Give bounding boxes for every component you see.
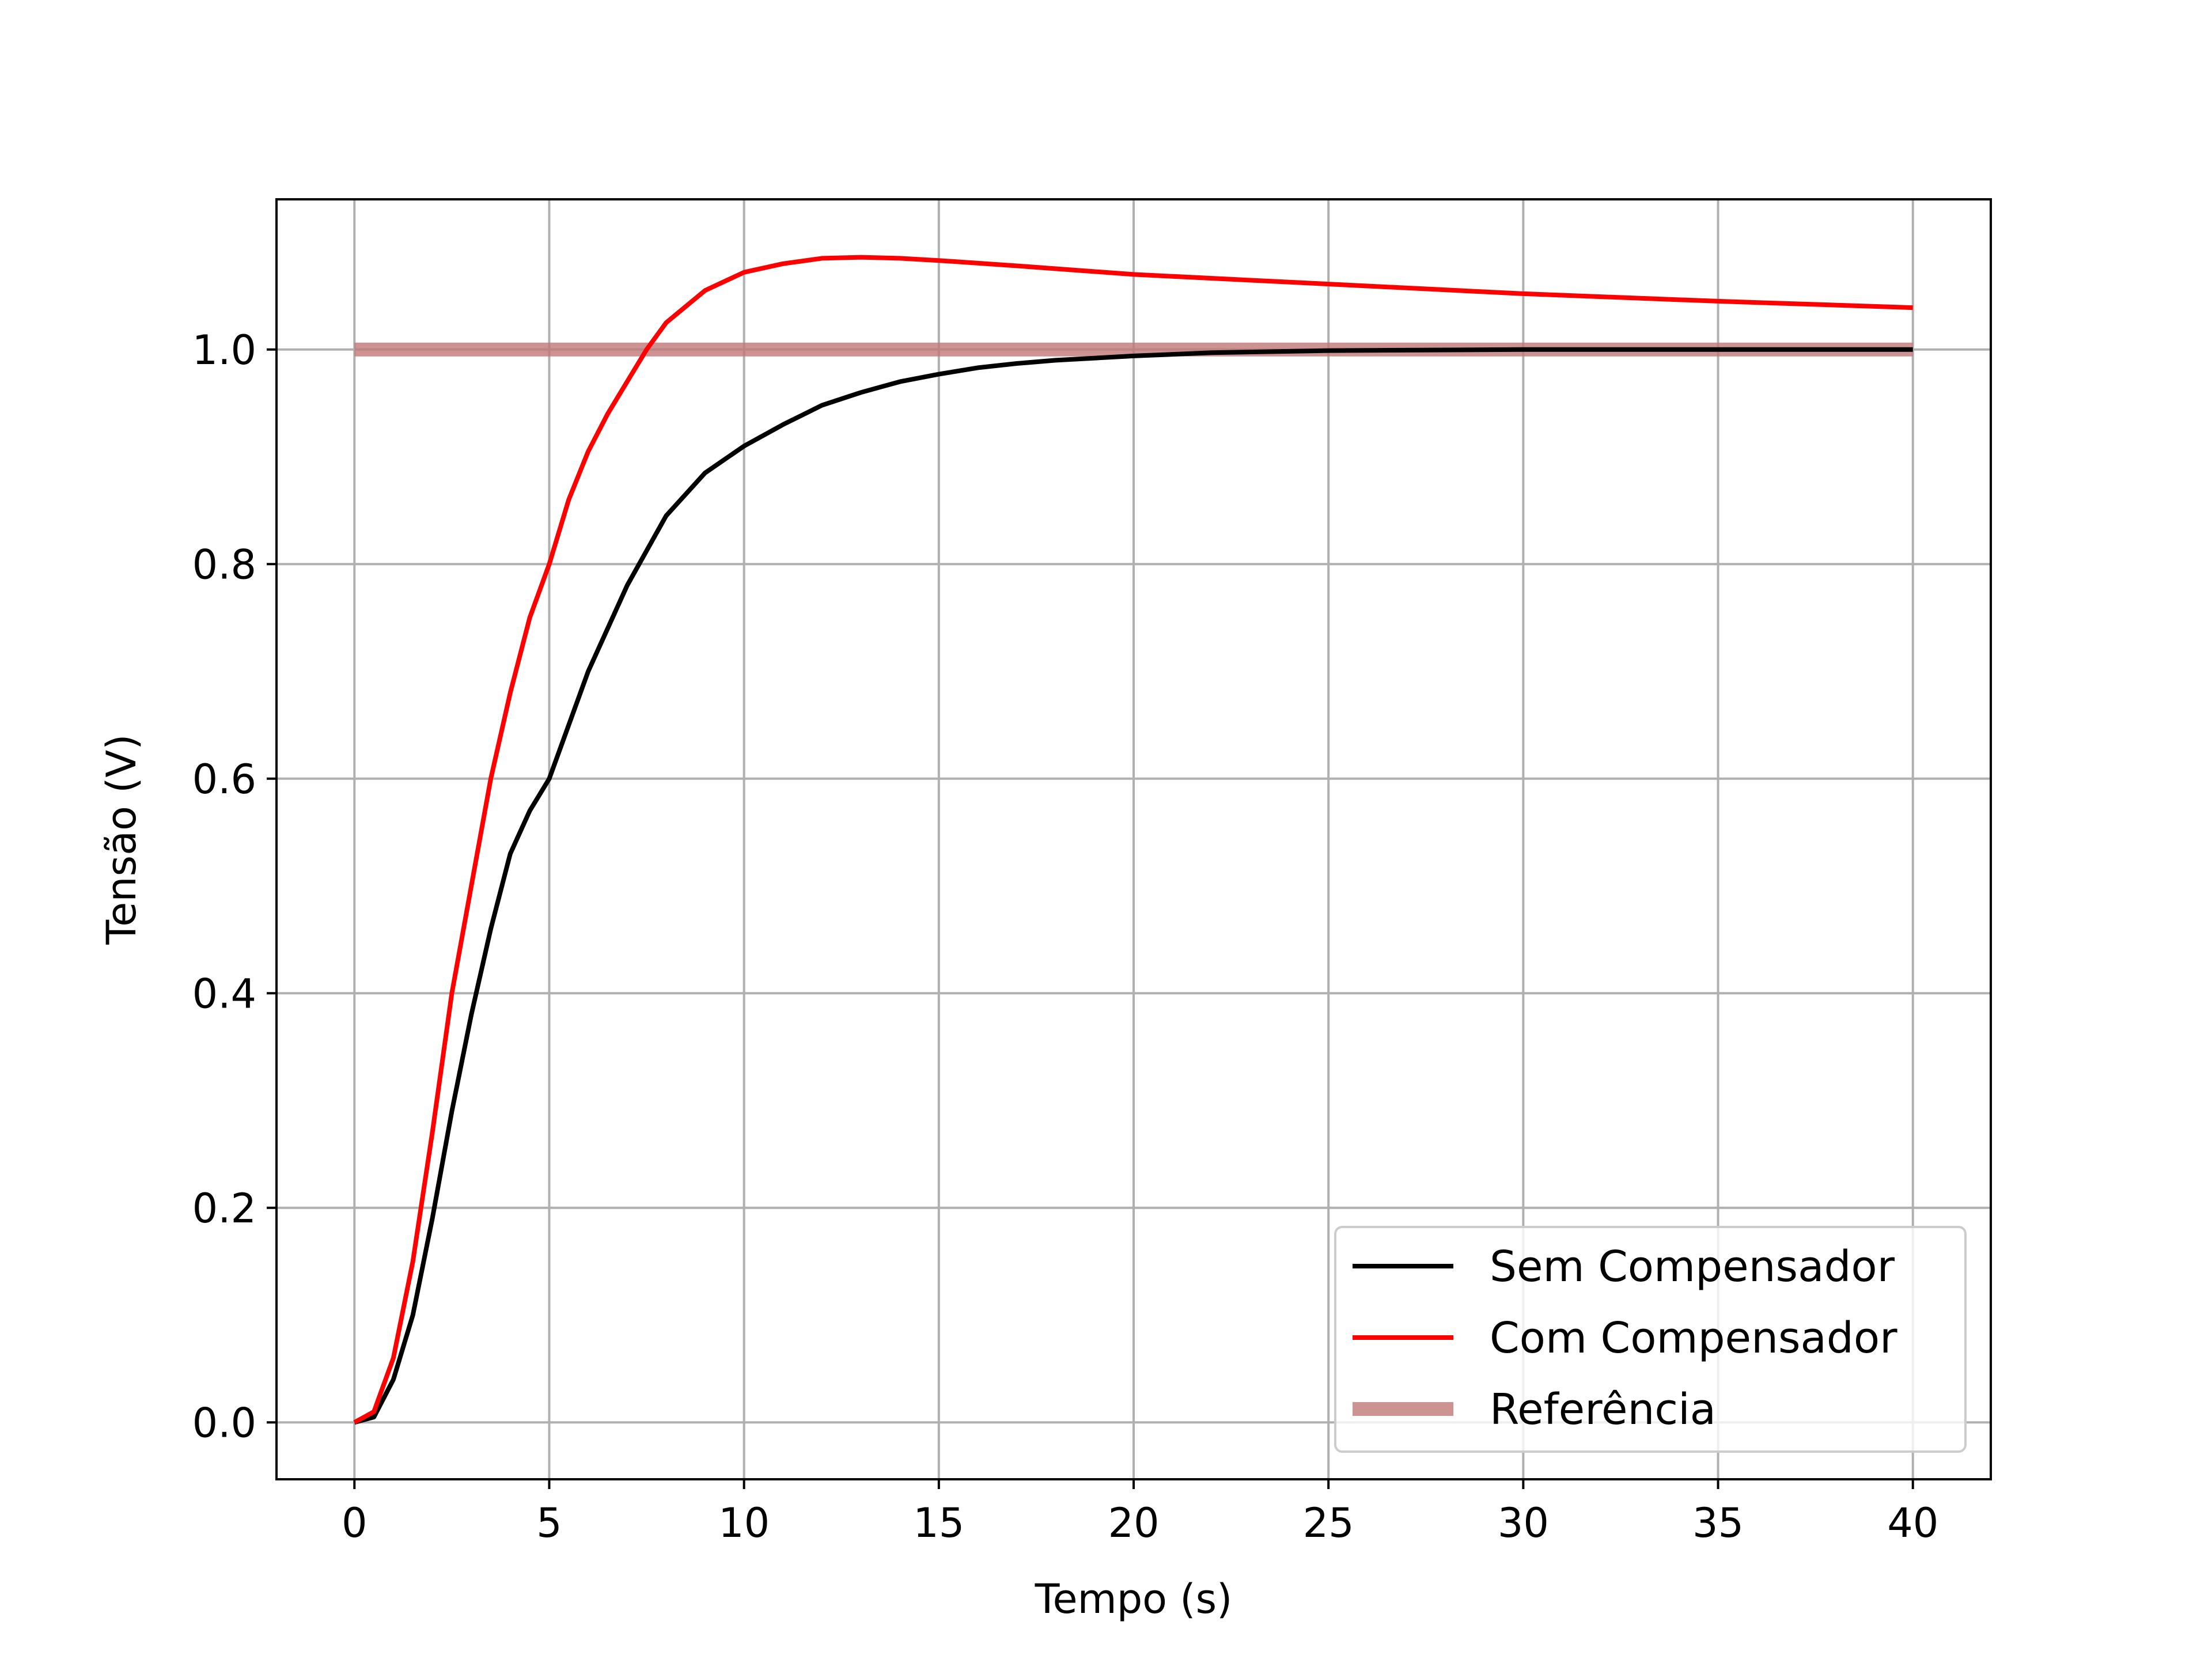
series-group bbox=[353, 255, 1913, 1425]
x-tick-label: 40 bbox=[1887, 1499, 1938, 1547]
series-line-sem-compensador bbox=[354, 347, 1913, 1425]
y-tick-label: 0.0 bbox=[192, 1399, 256, 1446]
x-axis-label: Tempo (s) bbox=[1035, 1575, 1233, 1623]
series-line-com-compensador bbox=[353, 255, 1913, 1425]
x-tick-label: 20 bbox=[1108, 1499, 1159, 1547]
y-tick-label: 1.0 bbox=[192, 327, 256, 374]
x-tick-label: 25 bbox=[1303, 1499, 1354, 1547]
legend-label-sem-compensador: Sem Compensador bbox=[1490, 1242, 1895, 1291]
y-tick-label: 0.8 bbox=[192, 541, 256, 588]
x-tick-label: 35 bbox=[1692, 1499, 1744, 1547]
x-tick-label: 30 bbox=[1498, 1499, 1549, 1547]
x-ticks: 0 5 10 15 20 25 30 35 40 bbox=[342, 1479, 1938, 1547]
legend-label-referencia: Referência bbox=[1490, 1385, 1716, 1434]
x-tick-label: 5 bbox=[536, 1499, 562, 1547]
y-ticks: 0.0 0.2 0.4 0.6 0.8 1.0 bbox=[192, 327, 276, 1446]
legend-box bbox=[1334, 1226, 1967, 1453]
y-axis-label: Tensão (V) bbox=[98, 734, 145, 945]
legend: Sem Compensador Com Compensador Referênc… bbox=[1334, 1226, 1967, 1453]
y-tick-label: 0.4 bbox=[192, 970, 256, 1017]
y-tick-label: 0.6 bbox=[192, 756, 256, 803]
x-tick-label: 10 bbox=[718, 1499, 770, 1547]
x-tick-label: 0 bbox=[342, 1499, 368, 1547]
legend-label-com-compensador: Com Compensador bbox=[1490, 1313, 1897, 1363]
x-tick-label: 15 bbox=[913, 1499, 964, 1547]
y-tick-label: 0.2 bbox=[192, 1185, 256, 1232]
